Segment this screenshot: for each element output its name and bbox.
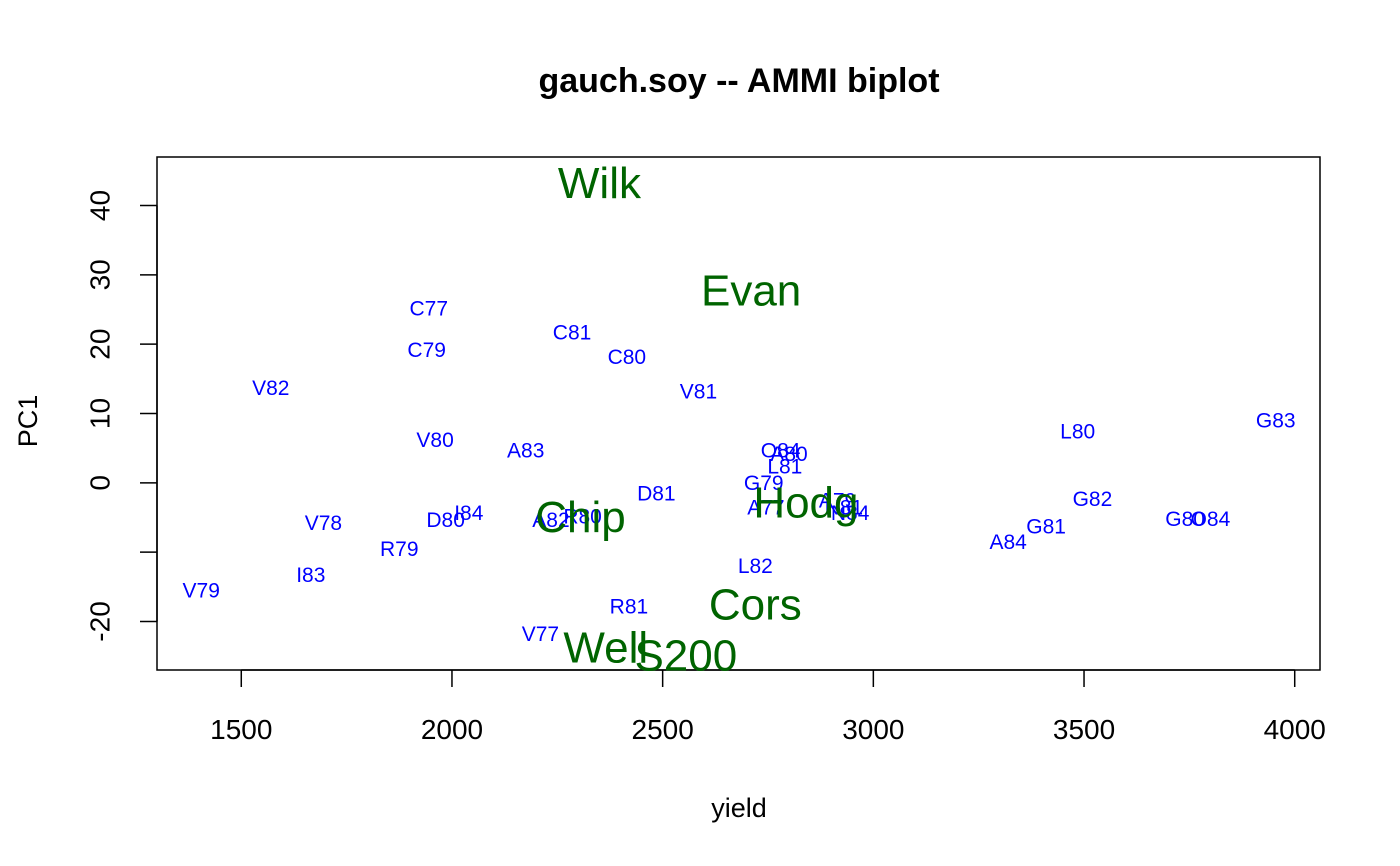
x-tick-label: 2000 xyxy=(421,714,483,745)
environment-label: V82 xyxy=(252,377,289,400)
environment-label: D81 xyxy=(637,482,676,505)
y-tick-label: 20 xyxy=(84,329,115,360)
environment-label: G82 xyxy=(1073,488,1113,511)
environment-label: V78 xyxy=(305,512,342,535)
environment-label: V80 xyxy=(416,429,453,452)
environment-label: V81 xyxy=(680,381,717,404)
genotype-label: Well xyxy=(563,623,648,672)
x-tick-label: 2500 xyxy=(632,714,694,745)
x-axis: 1500 2000 2500 3000 3500 4000 xyxy=(210,669,1326,745)
environment-label: A83 xyxy=(507,439,544,462)
environment-label: R79 xyxy=(380,538,419,561)
environment-label: I83 xyxy=(296,564,325,587)
environment-label: G80 xyxy=(1165,508,1205,531)
x-tick-label: 3500 xyxy=(1053,714,1115,745)
genotype-label: Evan xyxy=(701,266,801,315)
x-axis-label: yield xyxy=(711,793,767,823)
environment-label: L80 xyxy=(1060,421,1095,444)
chart-title: gauch.soy -- AMMI biplot xyxy=(538,62,939,100)
environment-label: C81 xyxy=(553,322,592,345)
environment-label: A77 xyxy=(747,496,784,519)
y-tick-label: 30 xyxy=(84,259,115,290)
environment-label: N81 xyxy=(825,496,864,519)
environment-label: L81 xyxy=(767,455,802,478)
environment-label: A82 xyxy=(532,509,569,532)
y-tick-label: 10 xyxy=(84,398,115,429)
environment-label: C80 xyxy=(608,346,647,369)
environment-label: C77 xyxy=(410,297,449,320)
environment-label: N84 xyxy=(831,502,870,525)
genotype-label: S200 xyxy=(634,632,737,681)
environment-label: I84 xyxy=(454,502,484,525)
y-tick-label: 40 xyxy=(84,190,115,221)
environment-label: R80 xyxy=(563,505,602,528)
environment-label: A79 xyxy=(819,489,856,512)
genotype-label: Chip xyxy=(535,493,626,542)
environment-label: O84 xyxy=(761,439,801,462)
x-tick-label: 3000 xyxy=(842,714,904,745)
environment-label: V77 xyxy=(522,623,559,646)
y-tick-label: -20 xyxy=(84,601,115,641)
environment-label: V79 xyxy=(183,579,220,602)
genotype-label: Hodg xyxy=(753,478,858,527)
y-axis: -20 0 10 20 30 40 xyxy=(84,190,158,642)
y-axis-label: PC1 xyxy=(13,395,43,448)
environment-label: C79 xyxy=(407,339,446,362)
environment-label: G83 xyxy=(1256,410,1296,433)
genotype-label: Wilk xyxy=(558,159,642,208)
x-tick-label: 4000 xyxy=(1264,714,1326,745)
environment-label: D80 xyxy=(426,509,465,532)
genotype-label: Cors xyxy=(709,580,802,629)
environment-label: G79 xyxy=(744,472,784,495)
environment-label: A80 xyxy=(770,443,807,466)
environment-label: G81 xyxy=(1026,516,1066,539)
environment-label: L82 xyxy=(738,555,773,578)
x-tick-label: 1500 xyxy=(210,714,272,745)
environment-label: A84 xyxy=(989,531,1027,554)
environment-label: O84 xyxy=(1191,508,1231,531)
y-tick-label: 0 xyxy=(84,475,115,491)
environment-label: R81 xyxy=(610,595,649,618)
